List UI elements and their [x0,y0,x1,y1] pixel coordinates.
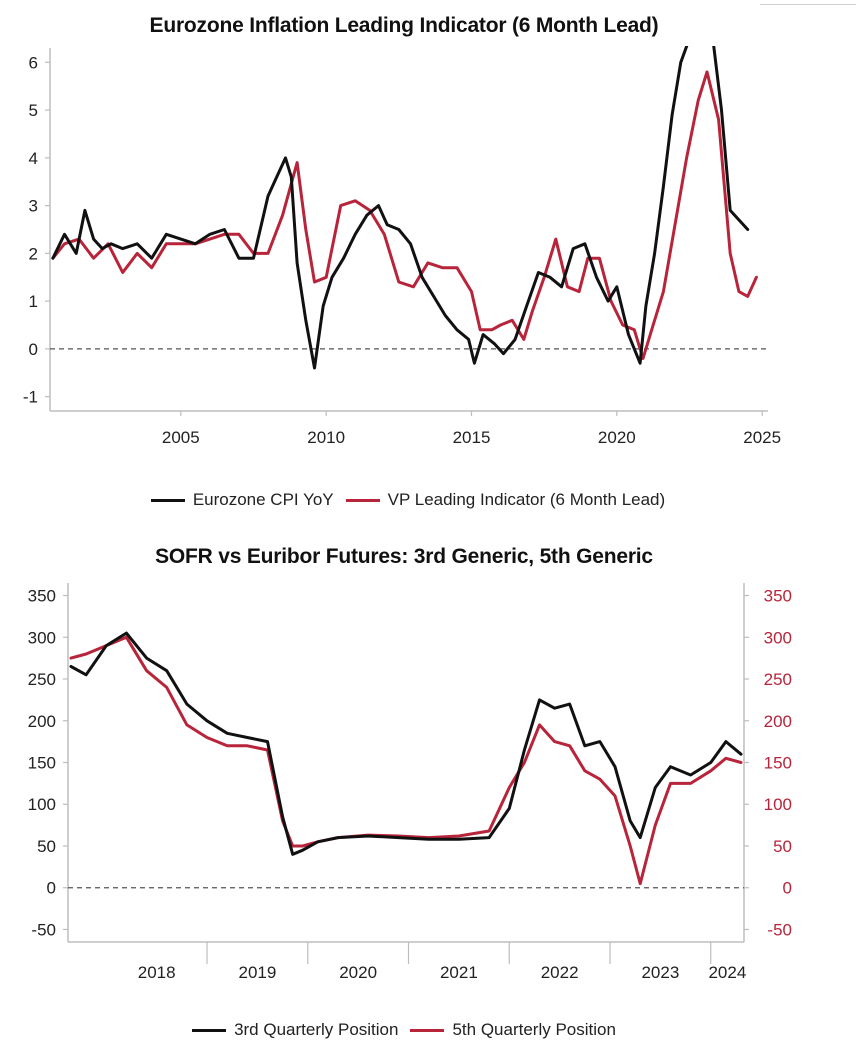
y-tick-label: 1 [29,292,38,311]
legend-swatch-red [410,1028,445,1032]
y-tick-label: 0 [29,340,38,359]
x-tick-label: 2019 [238,963,276,982]
y-tick-label: 2 [29,244,38,263]
legend-item-5th-position[interactable]: 5th Quarterly Position [410,1020,616,1040]
x-tick-label: 2005 [162,428,200,447]
right-y-tick-label: 200 [764,712,792,731]
right-y-tick-label: 0 [783,879,792,898]
right-y-tick-label: 150 [764,754,792,773]
y-tick-label: 4 [29,149,38,168]
legend-swatch-red [345,498,380,502]
legend-swatch-black [150,498,185,502]
chart-1-title: Eurozone Inflation Leading Indicator (6 … [149,14,659,37]
right-y-tick-label: 350 [764,587,792,606]
chart-2-title: SOFR vs Euribor Futures: 3rd Generic, 5t… [155,545,653,568]
y-tick-label: 3 [29,197,38,216]
chart-1-legend: Eurozone CPI YoY VP Leading Indicator (6… [0,490,836,510]
top-divider [760,4,856,5]
y-tick-label: 200 [28,712,56,731]
y-tick-label: -50 [31,920,56,939]
y-tick-label: 150 [28,754,56,773]
series-line-5th-quarterly-position [69,635,743,886]
x-tick-label: 2022 [541,963,579,982]
right-y-tick-label: 250 [764,670,792,689]
x-tick-label: 2020 [339,963,377,982]
right-y-tick-label: 50 [773,837,792,856]
chart-1-tick-labels: 6 5 4 3 2 1 0 -1 2005 2010 2015 2020 2025 [23,53,781,447]
y-tick-label: -1 [23,388,38,407]
y-tick-label: 0 [47,879,56,898]
right-y-tick-label: 300 [764,628,792,647]
legend-label-5th-position: 5th Quarterly Position [452,1020,616,1039]
x-tick-label: 2020 [598,428,636,447]
y-tick-label: 5 [29,101,38,120]
legend-item-leading-indicator[interactable]: VP Leading Indicator (6 Month Lead) [345,490,666,510]
legend-item-cpi[interactable]: Eurozone CPI YoY [150,490,334,510]
series-line-vp-leading-indicator-6-month-lead [51,70,758,360]
y-tick-label: 350 [28,587,56,606]
legend-swatch-black [192,1028,227,1032]
legend-label-3rd-position: 3rd Quarterly Position [234,1020,399,1039]
x-tick-label: 2021 [440,963,478,982]
chart-2-series [69,631,743,886]
legend-item-3rd-position[interactable]: 3rd Quarterly Position [192,1020,398,1040]
y-tick-label: 100 [28,795,56,814]
x-tick-label: 2024 [708,963,746,982]
chart-2-tick-labels: 350 300 250 200 150 100 50 0 -50 350 300 250 200 150 1… [28,587,792,982]
x-tick-label: 2025 [743,428,781,447]
x-tick-label: 2010 [307,428,345,447]
chart-1-plot: 6 5 4 3 2 1 0 -1 2005 2010 2015 2020 2025 [23,46,781,447]
chart-1-axes [45,48,768,416]
legend-label-cpi: Eurozone CPI YoY [192,490,334,509]
y-tick-label: 250 [28,670,56,689]
right-y-tick-label: -50 [767,920,792,939]
series-line-3rd-quarterly-position [69,631,743,856]
chart-2-legend: 3rd Quarterly Position 5th Quarterly Pos… [0,1020,832,1040]
chart-2-plot: 350 300 250 200 150 100 50 0 -50 350 300 250 200 150 1… [28,583,792,982]
series-line-eurozone-cpi-yoy [51,46,750,370]
x-tick-label: 2018 [138,963,176,982]
x-tick-label: 2023 [641,963,679,982]
right-y-tick-label: 100 [764,795,792,814]
x-tick-label: 2015 [453,428,491,447]
y-tick-label: 6 [29,53,38,72]
y-tick-label: 50 [37,837,56,856]
y-tick-label: 300 [28,628,56,647]
chart-1-series [51,46,758,370]
legend-label-leading-indicator: VP Leading Indicator (6 Month Lead) [387,490,666,509]
chart-2-axes [63,583,749,964]
